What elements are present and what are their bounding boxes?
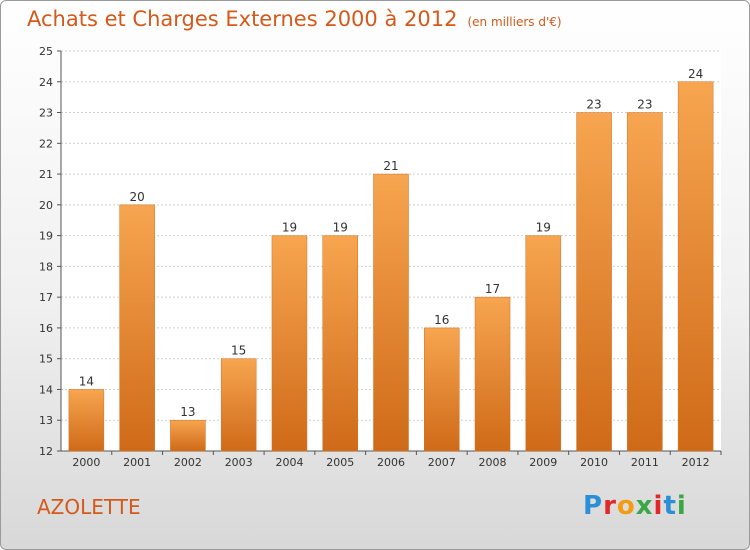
y-tick-label: 18 <box>39 260 53 273</box>
x-tick-label: 2005 <box>326 456 354 469</box>
data-label: 13 <box>180 405 195 419</box>
bar <box>677 81 714 452</box>
data-label: 19 <box>333 221 348 235</box>
y-tick-label: 22 <box>39 137 53 150</box>
x-tick-label: 2000 <box>72 456 100 469</box>
logo-letter: i <box>653 491 664 521</box>
y-tick-label: 13 <box>39 414 53 427</box>
data-label: 23 <box>637 98 652 112</box>
x-tick-label: 2011 <box>631 456 659 469</box>
x-tick-label: 2002 <box>174 456 202 469</box>
bar <box>474 296 511 452</box>
logo-letter: x <box>635 491 654 521</box>
bar <box>627 112 663 452</box>
proxiti-logo[interactable]: Proxiti <box>583 491 687 521</box>
bar <box>68 389 105 452</box>
y-tick-label: 24 <box>39 76 53 89</box>
x-tick-label: 2006 <box>377 456 405 469</box>
logo-letter: t <box>663 491 677 521</box>
bar <box>271 235 308 452</box>
logo-letter: o <box>616 491 636 521</box>
chart-unit: (en milliers d'€) <box>467 15 562 29</box>
x-tick-label: 2004 <box>275 456 303 469</box>
logo-letter: P <box>583 491 604 521</box>
x-tick-label: 2003 <box>225 456 253 469</box>
bar <box>119 204 155 452</box>
data-label: 16 <box>434 313 449 327</box>
chart-title: Achats et Charges Externes 2000 à 2012 (e… <box>27 7 562 31</box>
x-tick-label: 2008 <box>479 456 507 469</box>
x-tick-label: 2010 <box>580 456 608 469</box>
y-tick-label: 15 <box>39 353 53 366</box>
y-tick-label: 20 <box>39 199 53 212</box>
x-tick-label: 2012 <box>682 456 710 469</box>
x-tick-label: 2001 <box>123 456 151 469</box>
data-label: 19 <box>282 221 297 235</box>
chart-title-text: Achats et Charges Externes 2000 à 2012 <box>27 7 458 31</box>
y-tick-label: 19 <box>39 230 53 243</box>
bar <box>525 235 562 452</box>
data-label: 19 <box>536 221 551 235</box>
data-label: 20 <box>130 190 145 204</box>
y-tick-label: 23 <box>39 107 53 120</box>
y-tick-label: 16 <box>39 322 53 335</box>
y-tick-label: 17 <box>39 291 53 304</box>
y-tick-label: 25 <box>39 45 53 58</box>
bar <box>424 327 460 452</box>
bar-chart: 12 13 14 15 16 17 18 19 20 21 22 23 24 25 14 2000 20 2001… <box>39 45 722 469</box>
data-label: 15 <box>231 344 246 358</box>
x-tick-label: 2007 <box>428 456 456 469</box>
bar <box>373 173 409 452</box>
logo-letter: r <box>603 491 617 521</box>
data-label: 24 <box>688 67 703 81</box>
y-tick-label: 14 <box>39 383 53 396</box>
bar <box>170 419 206 452</box>
x-tick-label: 2009 <box>529 456 557 469</box>
y-tick-label: 12 <box>39 445 53 458</box>
y-tick-label: 21 <box>39 168 53 181</box>
bar <box>220 358 257 452</box>
data-label: 21 <box>383 159 398 173</box>
bar <box>322 235 358 452</box>
logo-letter: i <box>676 491 687 521</box>
data-label: 14 <box>79 374 94 388</box>
bar <box>576 112 612 452</box>
data-label: 23 <box>586 98 601 112</box>
place-name: AZOLETTE <box>37 495 141 519</box>
data-label: 17 <box>485 282 500 296</box>
